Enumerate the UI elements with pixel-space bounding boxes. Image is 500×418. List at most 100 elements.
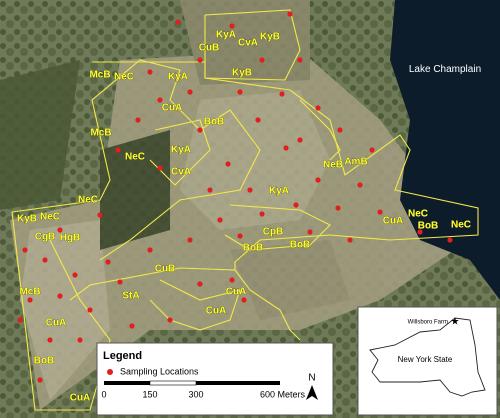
soil-label: CuA: [70, 393, 91, 404]
state-outline: [369, 317, 486, 397]
sampling-point: [72, 272, 78, 278]
soil-label: CuB: [155, 264, 176, 275]
water-label: Lake Champlain: [409, 64, 481, 75]
soil-label: NeC: [125, 152, 145, 163]
sampling-point: [22, 247, 28, 253]
sampling-point: [147, 69, 153, 75]
sampling-point: [247, 187, 253, 193]
sampling-point: [129, 323, 135, 329]
sampling-point: [115, 147, 121, 153]
sampling-point: [47, 337, 53, 343]
soil-label: StA: [122, 291, 139, 302]
north-arrow: [306, 385, 318, 400]
sampling-point: [297, 57, 303, 63]
sampling-point: [197, 281, 203, 287]
sampling-point: [175, 19, 181, 25]
sampling-point: [447, 237, 453, 243]
soil-label: CuA: [206, 306, 227, 317]
scale-label: 600 Meters: [260, 389, 306, 399]
legend-box: [96, 342, 334, 416]
sampling-point: [147, 247, 153, 253]
sampling-point: [279, 91, 285, 97]
sampling-point: [157, 97, 163, 103]
soil-label: CuB: [199, 43, 220, 54]
fields: [0, 0, 470, 410]
scale-label: 0: [101, 389, 106, 399]
soil-label: KyB: [232, 68, 252, 79]
soil-label: KyA: [168, 72, 188, 83]
sampling-point: [315, 105, 321, 111]
scale-label: 300: [188, 389, 203, 399]
sampling-point: [307, 229, 313, 235]
soil-label: AmB: [344, 157, 367, 168]
soil-label: BoB: [243, 243, 264, 254]
soil-label: NeC: [408, 209, 428, 220]
soil-label: CuA: [383, 216, 404, 227]
soil-label: CvA: [238, 38, 258, 49]
sampling-point: [297, 137, 303, 143]
soil-label: CuA: [162, 103, 183, 114]
sampling-point: [293, 202, 299, 208]
soil-label: CuA: [46, 318, 67, 329]
sampling-point: [187, 89, 193, 95]
sampling-point: [287, 11, 293, 17]
sampling-point: [315, 177, 321, 183]
sampling-point: [187, 237, 193, 243]
soil-label: CgB: [35, 232, 56, 243]
scale-label: 150: [142, 389, 157, 399]
sampling-point: [255, 117, 261, 123]
sampling-point: [417, 229, 423, 235]
inset-map: ★ Willsboro Farm New York State: [357, 306, 498, 416]
legend: Legend Sampling Locations 0 150 300 600 …: [96, 342, 334, 416]
legend-symbol: [107, 369, 113, 375]
sampling-point: [229, 277, 235, 283]
sampling-point: [283, 145, 289, 151]
soil-label: CvA: [171, 167, 191, 178]
sampling-point: [27, 297, 33, 303]
soil-boundaries: [11, 9, 479, 411]
legend-title: Legend: [103, 350, 142, 362]
scale-segment: [104, 381, 150, 385]
soil-label: NeC: [78, 195, 98, 206]
soil-label: HgB: [60, 233, 81, 244]
sampling-point: [37, 377, 43, 383]
soil-label: McB: [89, 70, 110, 81]
soil-label: KyB: [260, 32, 280, 43]
soil-label: NeC: [451, 220, 471, 231]
sampling-point: [259, 211, 265, 217]
soil-label: BoB: [204, 117, 225, 128]
sampling-point: [337, 127, 343, 133]
sampling-point: [259, 57, 265, 63]
soil-label: NeC: [114, 72, 134, 83]
site-star: ★: [451, 317, 460, 328]
sampling-points: [17, 11, 453, 383]
sampling-point: [87, 307, 93, 313]
sampling-point: [17, 317, 23, 323]
sampling-point: [357, 182, 363, 188]
soil-label: BoB: [290, 240, 311, 251]
sampling-point: [241, 297, 247, 303]
sampling-point: [377, 209, 383, 215]
sampling-point: [57, 227, 63, 233]
sampling-point: [207, 187, 213, 193]
soil-label: CuA: [226, 287, 247, 298]
sampling-point: [217, 217, 223, 223]
sampling-point: [42, 257, 48, 263]
sampling-point: [197, 127, 203, 133]
soil-label: BoB: [34, 356, 55, 367]
site-label: Willsboro Farm: [408, 320, 448, 326]
lake: [390, 0, 500, 300]
sampling-point: [347, 237, 353, 243]
state-label: New York State: [398, 355, 453, 364]
sampling-point: [237, 89, 243, 95]
sampling-point: [167, 317, 173, 323]
north-label: N: [308, 373, 315, 384]
sampling-point: [225, 161, 231, 167]
soil-label: NeC: [40, 212, 60, 223]
soil-label: KyA: [269, 186, 289, 197]
scale-segment: [196, 381, 280, 385]
soil-label: CpB: [263, 227, 284, 238]
soil-label: KyB: [17, 214, 37, 225]
sampling-point: [97, 212, 103, 218]
